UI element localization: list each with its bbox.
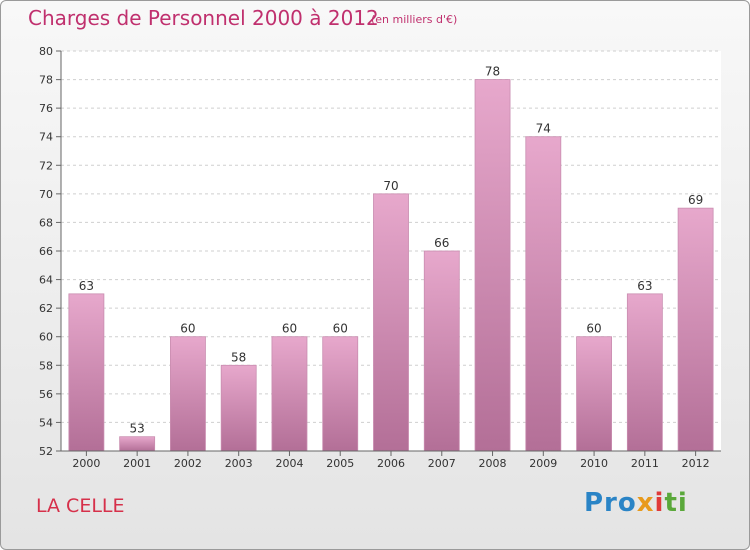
y-tick-label: 64 [39,274,53,287]
x-tick-label: 2003 [225,457,253,470]
x-tick-label: 2000 [72,457,100,470]
x-tick-label: 2012 [682,457,710,470]
bar [525,136,562,452]
bar [68,293,105,452]
bar [373,193,409,452]
proxiti-logo[interactable]: Proxiti [584,488,688,518]
y-tick-label: 54 [39,416,53,429]
y-tick-label: 58 [39,359,53,372]
data-label: 66 [434,236,449,250]
bar [119,436,156,452]
data-label: 78 [485,65,500,79]
bar [626,293,663,452]
y-tick-label: 80 [39,45,53,58]
y-tick-label: 56 [39,388,53,401]
x-tick-label: 2005 [326,457,354,470]
data-label: 60 [180,322,195,336]
x-tick-label: 2004 [275,457,303,470]
data-label: 74 [536,122,551,136]
data-label: 53 [130,422,145,436]
y-tick-label: 62 [39,302,53,315]
data-label: 58 [231,350,246,364]
y-tick-label: 52 [39,445,53,458]
bar [677,207,714,452]
y-tick-label: 76 [39,102,53,115]
x-tick-label: 2011 [631,457,659,470]
data-label: 69 [688,193,703,207]
data-label: 70 [383,179,398,193]
bar [322,336,359,452]
x-tick-label: 2010 [580,457,608,470]
chart-subtitle: (en milliers d'€) [371,13,458,26]
data-label: 60 [333,322,348,336]
x-tick-label: 2009 [529,457,557,470]
x-tick-label: 2001 [123,457,151,470]
y-axis: 52 54 56 58 60 62 64 66 68 70 72 74 76 78 80 [39,45,62,458]
y-tick-label: 78 [39,74,53,87]
bar [576,336,612,452]
logo-part: x [636,488,655,518]
bar [220,364,257,452]
y-tick-label: 66 [39,245,53,258]
data-label: 63 [79,279,94,293]
logo-part: ti [664,488,688,518]
x-tick-label: 2002 [174,457,202,470]
y-tick-label: 68 [39,216,53,229]
bar [423,250,460,452]
chart-title: Charges de Personnel 2000 à 2012 [28,6,379,30]
data-label: 63 [637,279,652,293]
bars [68,79,714,452]
y-tick-label: 72 [39,159,53,172]
x-tick-label: 2008 [479,457,507,470]
y-tick-label: 60 [39,331,53,344]
bar [271,336,308,452]
logo-part: Pro [584,488,637,518]
bar [170,336,206,452]
x-axis: 2000 2001 2002 2003 2004 2005 2006 2007 2008 2009… [61,450,721,470]
y-tick-label: 74 [39,131,53,144]
bar [474,79,511,452]
data-label: 60 [586,322,601,336]
data-labels: 63 53 60 58 60 60 70 66 78 74 60 63 69 [79,65,704,436]
logo-part: i [654,488,665,518]
data-label: 60 [282,322,297,336]
y-tick-label: 70 [39,188,53,201]
commune-name: LA CELLE [36,495,125,517]
x-tick-label: 2006 [377,457,405,470]
x-tick-label: 2007 [428,457,456,470]
